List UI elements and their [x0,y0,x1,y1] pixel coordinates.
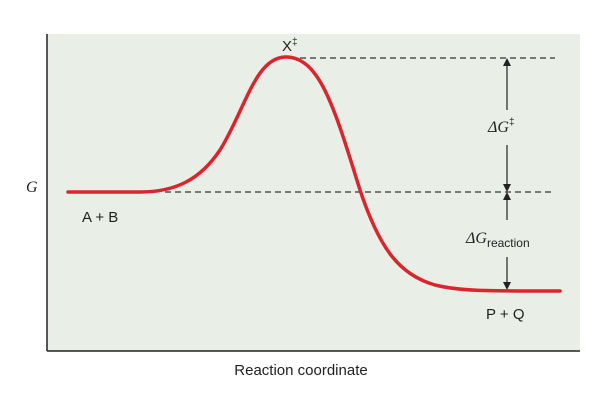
transition-state-label: X‡ [282,37,298,55]
activation-energy-superscript: ‡ [509,117,515,128]
transition-state-mark: ‡ [292,37,298,48]
reaction-energy-subscript: reaction [487,236,530,250]
activation-energy-label: ΔG‡ [487,117,515,136]
activation-energy-symbol: ΔG [487,119,509,136]
transition-state-letter: X [282,38,292,55]
y-axis-label: G [26,179,38,196]
reaction-energy-symbol: ΔG [465,230,487,247]
products-label: P + Q [486,306,525,323]
reactants-label: A + B [82,209,118,226]
energy-curve [66,55,562,293]
reaction-energy-label: ΔGreaction [465,230,530,250]
x-axis-label: Reaction coordinate [234,362,368,379]
